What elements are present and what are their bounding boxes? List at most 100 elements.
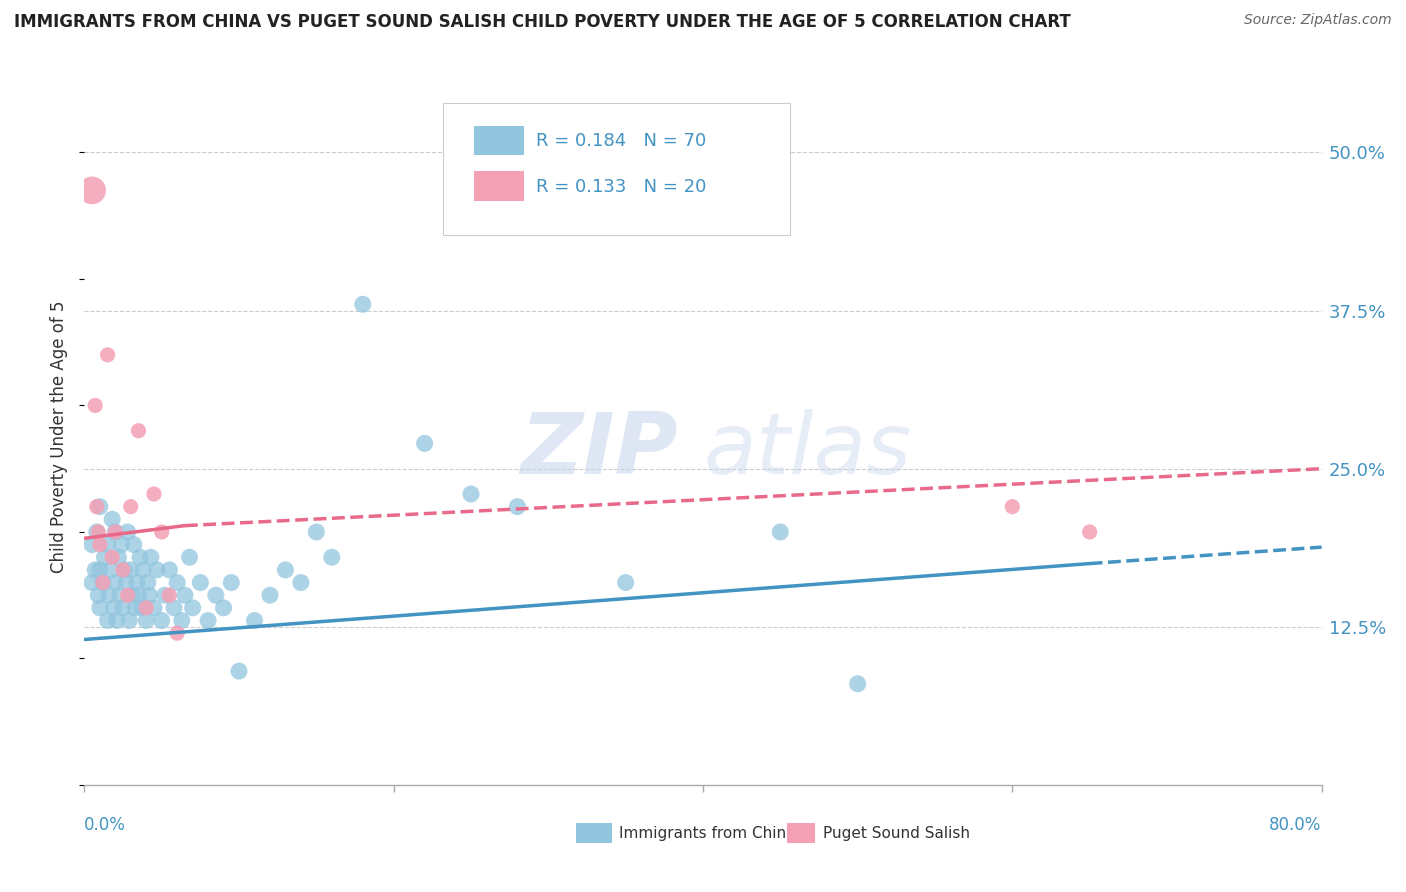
Text: 80.0%: 80.0%: [1270, 816, 1322, 834]
Point: [107, 550, 129, 565]
Point: [614, 575, 637, 590]
Point: [89, 500, 111, 514]
Point: [115, 575, 138, 590]
Point: [146, 563, 169, 577]
Point: [82, 575, 104, 590]
Y-axis label: Child Poverty Under the Age of 5: Child Poverty Under the Age of 5: [51, 301, 69, 574]
Point: [86, 524, 108, 539]
Point: [150, 524, 173, 539]
Point: [104, 575, 127, 590]
Point: [1001, 500, 1024, 514]
Point: [91, 575, 114, 590]
Point: [170, 614, 193, 628]
Point: [159, 563, 181, 577]
Point: [138, 588, 160, 602]
Text: R = 0.184   N = 70: R = 0.184 N = 70: [536, 132, 706, 150]
Point: [290, 575, 312, 590]
Point: [135, 600, 157, 615]
Point: [84, 399, 107, 413]
Point: [103, 600, 125, 615]
Point: [82, 183, 104, 197]
Text: Immigrants from China: Immigrants from China: [619, 826, 796, 840]
Point: [259, 588, 281, 602]
Point: [124, 600, 146, 615]
Text: Source: ZipAtlas.com: Source: ZipAtlas.com: [1244, 13, 1392, 28]
Point: [87, 588, 110, 602]
Point: [846, 677, 869, 691]
Point: [91, 575, 114, 590]
FancyBboxPatch shape: [474, 171, 523, 201]
Point: [105, 614, 128, 628]
Point: [352, 297, 374, 311]
Point: [460, 487, 482, 501]
Point: [205, 588, 228, 602]
Point: [117, 588, 139, 602]
Point: [188, 575, 212, 590]
Point: [82, 538, 104, 552]
Point: [166, 626, 188, 640]
Point: [100, 563, 122, 577]
Point: [506, 500, 529, 514]
Point: [139, 550, 162, 565]
Point: [129, 550, 152, 565]
Point: [153, 588, 176, 602]
Point: [163, 600, 186, 615]
Point: [150, 614, 173, 628]
Point: [89, 563, 111, 577]
Point: [321, 550, 343, 565]
Point: [112, 563, 135, 577]
Point: [125, 575, 148, 590]
Point: [114, 563, 136, 577]
Point: [120, 563, 142, 577]
Point: [197, 614, 219, 628]
Point: [228, 664, 250, 678]
Point: [101, 550, 124, 565]
Point: [98, 588, 121, 602]
Point: [89, 600, 111, 615]
Point: [143, 487, 166, 501]
Point: [143, 600, 166, 615]
Text: IMMIGRANTS FROM CHINA VS PUGET SOUND SALISH CHILD POVERTY UNDER THE AGE OF 5 COR: IMMIGRANTS FROM CHINA VS PUGET SOUND SAL…: [14, 13, 1071, 31]
Point: [110, 538, 132, 552]
Point: [159, 588, 181, 602]
Text: atlas: atlas: [703, 409, 911, 492]
Point: [118, 614, 141, 628]
Point: [1078, 524, 1101, 539]
Text: 0.0%: 0.0%: [84, 816, 127, 834]
Point: [212, 600, 235, 615]
FancyBboxPatch shape: [443, 103, 790, 235]
Point: [112, 600, 135, 615]
Point: [181, 600, 204, 615]
Point: [136, 575, 159, 590]
Point: [413, 436, 436, 450]
Text: R = 0.133   N = 20: R = 0.133 N = 20: [536, 178, 706, 195]
Point: [104, 524, 127, 539]
Point: [174, 588, 197, 602]
Point: [122, 538, 145, 552]
Point: [135, 614, 157, 628]
Point: [120, 500, 142, 514]
Point: [166, 575, 188, 590]
Point: [132, 563, 155, 577]
Point: [97, 614, 120, 628]
Point: [101, 512, 124, 526]
Point: [108, 588, 131, 602]
Point: [121, 588, 143, 602]
Text: Puget Sound Salish: Puget Sound Salish: [823, 826, 970, 840]
Point: [131, 600, 153, 615]
Point: [84, 563, 107, 577]
Point: [97, 538, 120, 552]
Point: [117, 524, 139, 539]
FancyBboxPatch shape: [474, 126, 523, 155]
Point: [86, 500, 108, 514]
Point: [221, 575, 243, 590]
Point: [769, 524, 792, 539]
Point: [274, 563, 297, 577]
Point: [128, 588, 150, 602]
Point: [128, 424, 150, 438]
Point: [179, 550, 201, 565]
Point: [305, 524, 328, 539]
Point: [87, 524, 110, 539]
Point: [243, 614, 266, 628]
Point: [89, 538, 111, 552]
